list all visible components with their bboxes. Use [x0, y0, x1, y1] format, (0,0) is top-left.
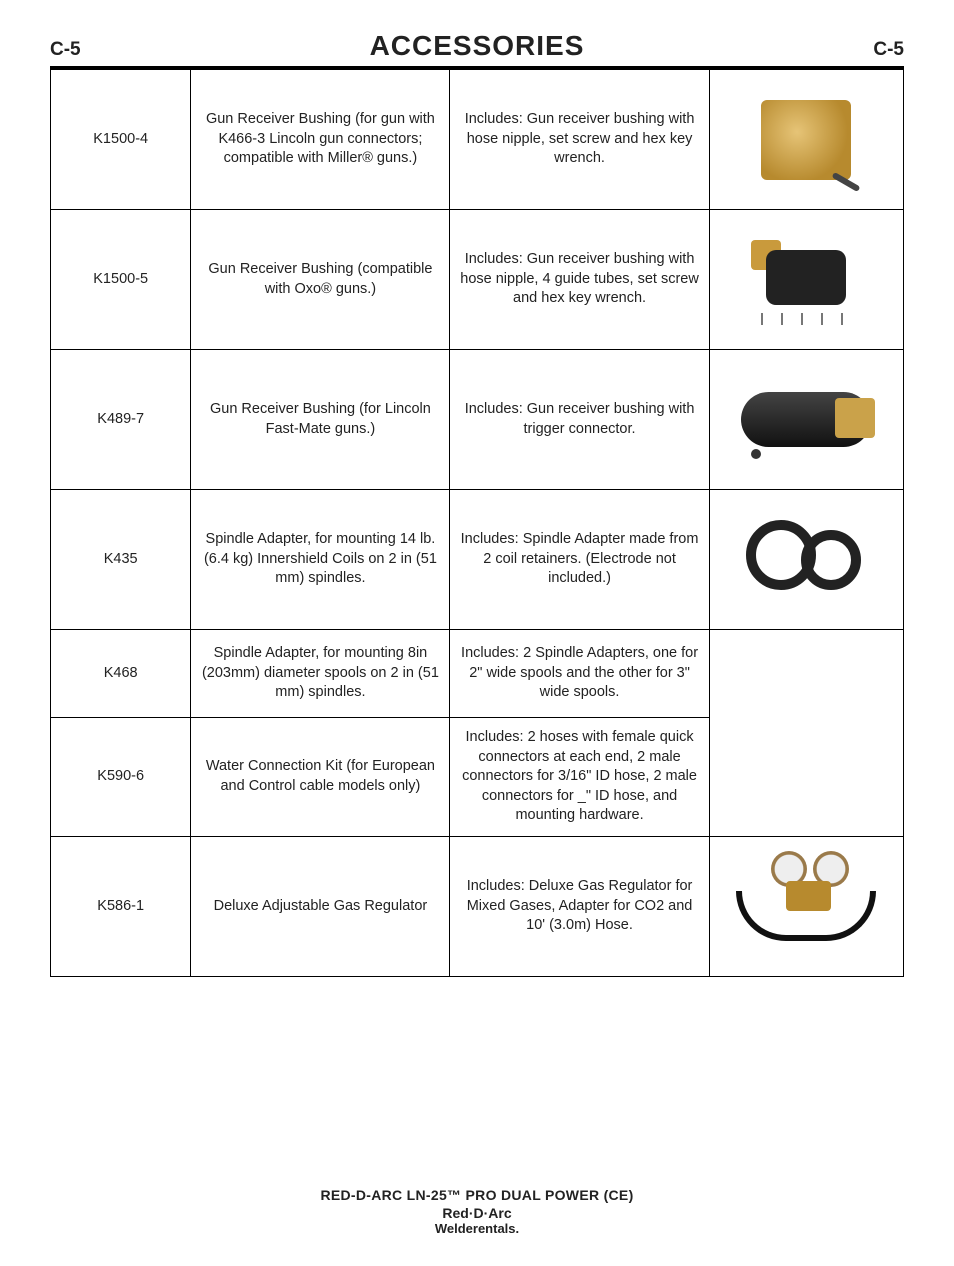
table-row: K1500-4 Gun Receiver Bushing (for gun wi… [51, 70, 904, 210]
table-row: K435 Spindle Adapter, for mounting 14 lb… [51, 490, 904, 630]
part-includes: Includes: 2 Spindle Adapters, one for 2"… [450, 630, 709, 718]
part-includes: Includes: Gun receiver bushing with trig… [450, 350, 709, 490]
part-image-cell-empty [709, 630, 903, 837]
part-includes: Includes: Gun receiver bushing with hose… [450, 70, 709, 210]
part-number: K586-1 [51, 836, 191, 976]
table-row: K468 Spindle Adapter, for mounting 8in (… [51, 630, 904, 718]
table-row: K489-7 Gun Receiver Bushing (for Lincoln… [51, 350, 904, 490]
page-header: C-5 ACCESSORIES C-5 [50, 30, 904, 69]
section-label-left: C-5 [50, 39, 81, 61]
footer-subbrand: Welderentals. [50, 1221, 904, 1236]
part-description: Spindle Adapter, for mounting 8in (203mm… [191, 630, 450, 718]
part-description: Water Connection Kit (for European and C… [191, 718, 450, 837]
part-image-cell [709, 836, 903, 976]
part-description: Gun Receiver Bushing (for Lincoln Fast-M… [191, 350, 450, 490]
part-image-cell [709, 350, 903, 490]
part-includes: Includes: 2 hoses with female quick conn… [450, 718, 709, 837]
part-includes: Includes: Spindle Adapter made from 2 co… [450, 490, 709, 630]
part-includes: Includes: Deluxe Gas Regulator for Mixed… [450, 836, 709, 976]
part-number: K1500-5 [51, 210, 191, 350]
footer-product: RED-D-ARC LN-25™ PRO DUAL POWER (CE) [50, 1187, 904, 1203]
part-number: K590-6 [51, 718, 191, 837]
part-number: K468 [51, 630, 191, 718]
black-tube-bushing-image [718, 360, 895, 479]
part-description: Gun Receiver Bushing (compatible with Ox… [191, 210, 450, 350]
part-image-cell [709, 210, 903, 350]
footer-brand: Red·D·Arc [50, 1205, 904, 1221]
gas-regulator-image [718, 847, 895, 966]
table-row: K586-1 Deluxe Adjustable Gas Regulator I… [51, 836, 904, 976]
part-number: K435 [51, 490, 191, 630]
accessories-table: K1500-4 Gun Receiver Bushing (for gun wi… [50, 69, 904, 977]
part-number: K489-7 [51, 350, 191, 490]
brass-bushing-image [718, 80, 895, 199]
black-cylinder-bushing-image [718, 220, 895, 339]
part-image-cell [709, 70, 903, 210]
part-image-cell [709, 490, 903, 630]
page-title: ACCESSORIES [370, 30, 585, 62]
part-description: Spindle Adapter, for mounting 14 lb. (6.… [191, 490, 450, 630]
spindle-adapter-image [718, 500, 895, 619]
part-number: K1500-4 [51, 70, 191, 210]
section-label-right: C-5 [873, 39, 904, 61]
table-row: K1500-5 Gun Receiver Bushing (compatible… [51, 210, 904, 350]
part-description: Gun Receiver Bushing (for gun with K466-… [191, 70, 450, 210]
page-footer: RED-D-ARC LN-25™ PRO DUAL POWER (CE) Red… [50, 1187, 904, 1236]
part-includes: Includes: Gun receiver bushing with hose… [450, 210, 709, 350]
part-description: Deluxe Adjustable Gas Regulator [191, 836, 450, 976]
